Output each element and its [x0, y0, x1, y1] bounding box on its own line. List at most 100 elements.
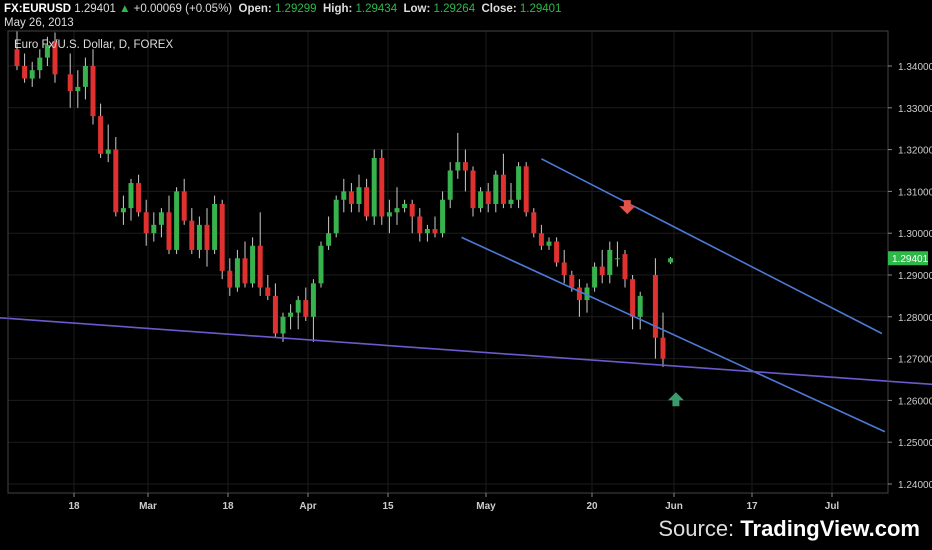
candle: [212, 195, 218, 255]
date-label: May 26, 2013: [4, 17, 74, 29]
candle: [531, 208, 537, 238]
candle: [561, 249, 567, 284]
candle: [166, 195, 172, 255]
candle: [44, 36, 50, 66]
x-tick-label: 15: [382, 501, 394, 512]
candle: [584, 283, 590, 313]
candle: [516, 162, 522, 209]
chart-title: Euro Fx/U.S. Dollar, D, FOREX: [14, 39, 173, 51]
candle: [158, 208, 164, 238]
candle-body: [622, 254, 628, 280]
candle-body: [348, 191, 354, 204]
candle-body: [516, 166, 522, 200]
candle-body: [470, 170, 476, 209]
candle: [500, 153, 506, 209]
candle: [14, 30, 20, 71]
candle-body: [29, 70, 35, 79]
change-arrow-icon: ▲: [119, 3, 131, 15]
candle-body: [485, 191, 491, 204]
candle: [470, 166, 476, 217]
candle: [37, 49, 43, 79]
source-credit: Source: TradingView.com: [658, 516, 920, 542]
candle: [576, 279, 582, 317]
candle: [637, 291, 643, 330]
candle-body: [250, 245, 256, 284]
candle-body: [219, 203, 225, 271]
last-price-text: 1.29401: [892, 254, 929, 265]
candle-body: [113, 149, 119, 213]
candle: [189, 208, 195, 255]
candle-body: [592, 266, 598, 288]
candle-body: [318, 245, 324, 284]
candle-body: [333, 199, 339, 234]
candle: [485, 183, 491, 213]
candle-body: [386, 212, 392, 217]
down-arrow-icon: [619, 200, 636, 215]
candle-body: [303, 300, 309, 317]
candle: [318, 241, 324, 288]
candle-body: [143, 212, 149, 234]
candle-body: [478, 191, 484, 209]
candle-body: [614, 258, 620, 260]
grid-lines: [8, 31, 888, 493]
candle: [288, 304, 294, 330]
y-axis: 1.34000 1.33000 1.32000 1.31000 1.30000 1.290…: [888, 62, 932, 491]
candle: [424, 224, 430, 242]
candle-body: [424, 229, 430, 234]
candle-body: [561, 262, 567, 275]
change-value: +0.00069 (+0.05%): [133, 3, 233, 15]
candle-body: [576, 287, 582, 301]
candle: [204, 208, 210, 267]
open-value: 1.29299: [274, 3, 317, 15]
candle-body: [569, 275, 575, 288]
candle: [386, 199, 392, 234]
candle: [341, 178, 347, 213]
candle: [67, 53, 73, 108]
x-tick-label: 17: [746, 501, 758, 512]
y-tick-label: 1.24000: [898, 480, 932, 491]
candle-body: [280, 316, 286, 334]
candle-body: [538, 233, 544, 246]
candle-body: [136, 183, 142, 213]
high-label: High:: [322, 3, 353, 15]
candle-body: [120, 208, 126, 213]
candle: [614, 241, 620, 267]
candle: [52, 32, 58, 83]
candle-body: [554, 241, 560, 263]
x-tick-label: 18: [222, 501, 234, 512]
candle: [22, 53, 28, 83]
candle: [98, 103, 104, 158]
candle-body: [455, 162, 461, 171]
candle-body: [189, 220, 195, 250]
y-tick-label: 1.32000: [898, 146, 932, 157]
candle: [394, 187, 400, 225]
candle: [174, 187, 180, 255]
candle: [440, 191, 446, 238]
last-price-label: 1.29401: [888, 251, 929, 266]
candle-body: [227, 270, 233, 288]
candles: [14, 30, 674, 367]
candle-body: [630, 279, 636, 317]
source-brand: TradingView.com: [740, 516, 920, 541]
candle-body: [500, 174, 506, 204]
high-value: 1.29434: [355, 3, 398, 15]
candle-body: [151, 224, 157, 234]
x-tick-label: Apr: [299, 501, 316, 512]
candle: [462, 149, 468, 192]
chart-header: FX:EURUSD 1.29401 ▲ +0.00069 (+0.05%) Op…: [4, 2, 561, 30]
candle-body: [668, 258, 674, 263]
candle: [409, 199, 415, 234]
symbol: FX:EURUSD: [4, 3, 72, 15]
candle: [234, 249, 240, 292]
candle-body: [432, 229, 438, 234]
candle-body: [523, 166, 529, 213]
candle-body: [493, 174, 499, 204]
candle: [120, 195, 126, 225]
candle: [105, 124, 111, 163]
candle: [295, 295, 301, 330]
y-tick-label: 1.33000: [898, 104, 932, 115]
candle: [379, 149, 385, 225]
up-arrow-icon: [667, 392, 684, 407]
y-tick-label: 1.26000: [898, 396, 932, 407]
